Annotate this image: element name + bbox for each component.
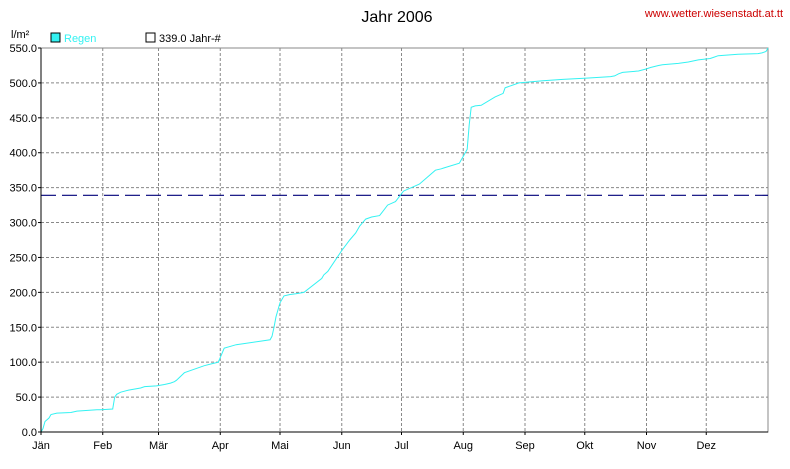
y-tick-label: 150.0 (9, 322, 37, 334)
y-tick-label: 0.0 (22, 427, 37, 439)
y-tick-label: 200.0 (9, 287, 37, 299)
series-line-regen (40, 47, 769, 433)
legend-swatch-reference (145, 32, 156, 43)
x-axis: Jän Feb Mär Apr Mai Jun Jul Aug Sep Okt Nov Dez (32, 432, 716, 452)
legend-label-regen: Regen (64, 33, 96, 45)
plot-area (40, 47, 769, 433)
x-tick-label: Nov (637, 440, 657, 452)
y-tick-label: 250.0 (9, 252, 37, 264)
y-tick-label: 100.0 (9, 357, 37, 369)
source-url: www.wetter.wiesenstadt.at.tt (644, 8, 783, 20)
legend-label-reference: 339.0 Jahr-# (159, 33, 222, 45)
y-tick-label: 50.0 (16, 392, 37, 404)
x-tick-label: Dez (696, 440, 716, 452)
y-axis-unit: l/m² (11, 29, 30, 41)
grid (41, 48, 768, 432)
x-tick-label: Jul (394, 440, 408, 452)
y-tick-label: 400.0 (9, 148, 37, 160)
y-tick-label: 500.0 (9, 78, 37, 90)
x-tick-label: Okt (576, 440, 593, 452)
legend: Regen 339.0 Jahr-# (50, 32, 222, 45)
x-tick-label: Feb (93, 440, 112, 452)
y-tick-label: 450.0 (9, 113, 37, 125)
x-tick-label: Sep (515, 440, 535, 452)
y-tick-label: 300.0 (9, 218, 37, 230)
y-tick-label: 550.0 (9, 43, 37, 55)
legend-swatch-regen (50, 32, 61, 43)
chart-title: Jahr 2006 (361, 9, 432, 26)
x-tick-label: Apr (212, 440, 229, 452)
x-tick-label: Mai (271, 440, 289, 452)
x-tick-label: Aug (453, 440, 473, 452)
y-axis: 0.0 50.0 100.0 150.0 200.0 250.0 300.0 350.0 400… (9, 43, 41, 439)
x-tick-label: Mär (149, 440, 168, 452)
x-tick-label: Jun (333, 440, 351, 452)
x-tick-label: Jän (32, 440, 50, 452)
y-tick-label: 350.0 (9, 183, 37, 195)
